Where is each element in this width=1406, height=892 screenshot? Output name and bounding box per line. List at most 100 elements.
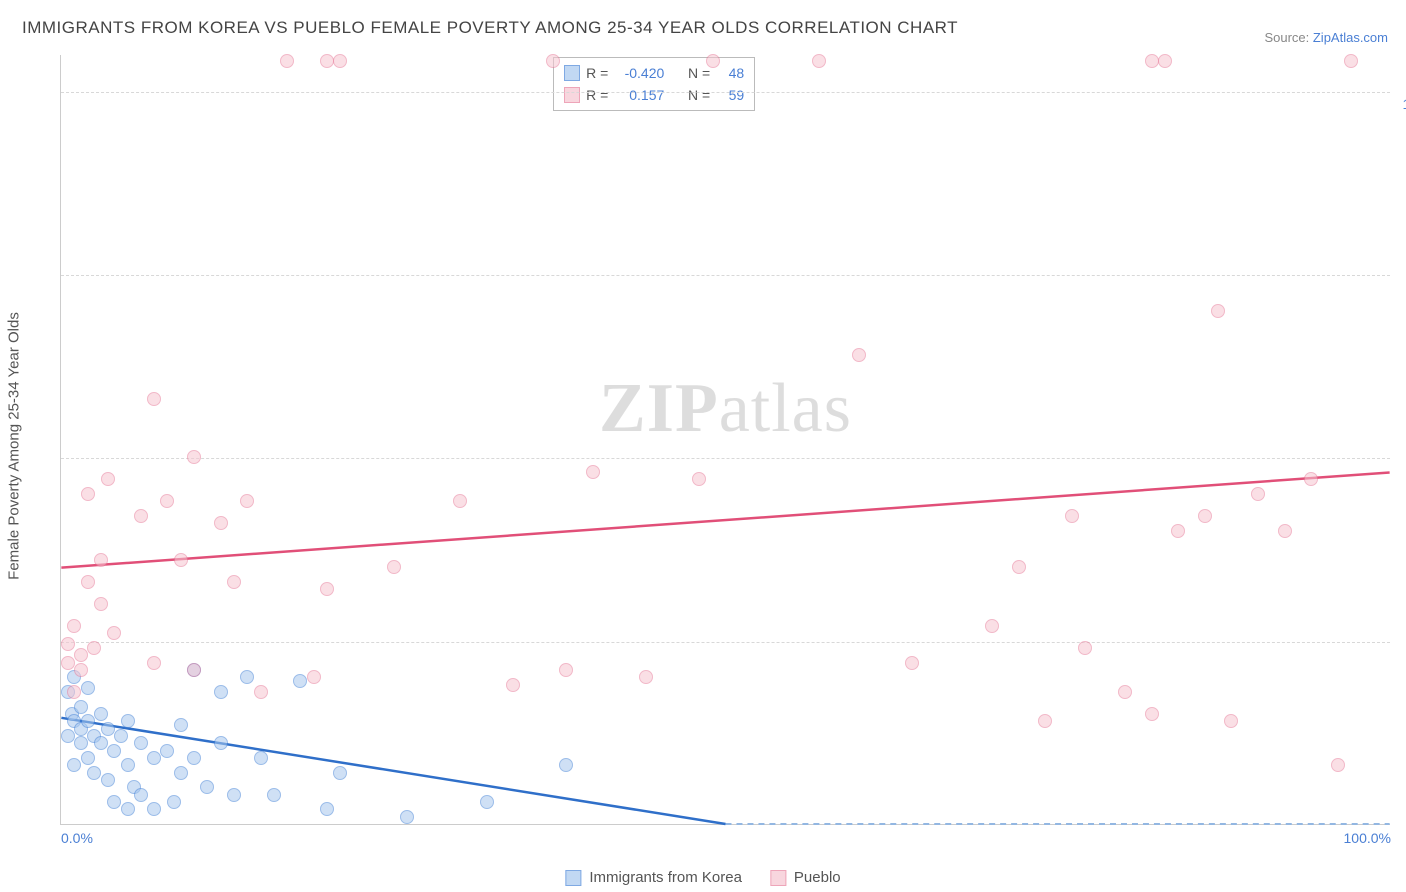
data-point (586, 465, 600, 479)
gridline (61, 92, 1390, 93)
source-link[interactable]: ZipAtlas.com (1313, 30, 1388, 45)
y-axis-label: Female Poverty Among 25-34 Year Olds (6, 312, 23, 580)
data-point (1198, 509, 1212, 523)
data-point (67, 685, 81, 699)
data-point (1065, 509, 1079, 523)
legend-item: Immigrants from Korea (565, 869, 742, 886)
data-point (87, 766, 101, 780)
data-point (1118, 685, 1132, 699)
data-point (174, 553, 188, 567)
data-point (559, 758, 573, 772)
data-point (546, 54, 560, 68)
data-point (67, 758, 81, 772)
data-point (1038, 714, 1052, 728)
data-point (1145, 54, 1159, 68)
data-point (61, 637, 75, 651)
legend-swatch (564, 87, 580, 103)
data-point (254, 685, 268, 699)
data-point (1344, 54, 1358, 68)
data-point (74, 736, 88, 750)
data-point (1158, 54, 1172, 68)
data-point (114, 729, 128, 743)
data-point (101, 773, 115, 787)
data-point (81, 681, 95, 695)
data-point (121, 802, 135, 816)
data-point (905, 656, 919, 670)
data-point (74, 648, 88, 662)
data-point (1078, 641, 1092, 655)
data-point (506, 678, 520, 692)
data-point (101, 472, 115, 486)
x-tick-label: 0.0% (61, 830, 93, 846)
data-point (200, 780, 214, 794)
y-tick-label: 25.0% (1395, 646, 1406, 662)
data-point (320, 582, 334, 596)
data-point (852, 348, 866, 362)
gridline (61, 458, 1390, 459)
data-point (101, 722, 115, 736)
watermark-bold: ZIP (599, 370, 719, 447)
data-point (134, 788, 148, 802)
data-point (94, 597, 108, 611)
data-point (227, 575, 241, 589)
data-point (1171, 524, 1185, 538)
data-point (147, 392, 161, 406)
data-point (214, 736, 228, 750)
data-point (1278, 524, 1292, 538)
data-point (160, 744, 174, 758)
data-point (81, 751, 95, 765)
data-point (1145, 707, 1159, 721)
y-tick-label: 50.0% (1395, 462, 1406, 478)
data-point (1211, 304, 1225, 318)
data-point (639, 670, 653, 684)
data-point (387, 560, 401, 574)
data-point (147, 656, 161, 670)
data-point (1224, 714, 1238, 728)
legend-item: Pueblo (770, 869, 841, 886)
x-tick-label: 100.0% (1344, 830, 1391, 846)
data-point (67, 619, 81, 633)
data-point (94, 707, 108, 721)
data-point (320, 54, 334, 68)
data-point (107, 795, 121, 809)
chart-title: IMMIGRANTS FROM KOREA VS PUEBLO FEMALE P… (22, 18, 958, 38)
data-point (692, 472, 706, 486)
series-legend: Immigrants from Korea Pueblo (565, 869, 840, 886)
data-point (240, 494, 254, 508)
data-point (559, 663, 573, 677)
legend-swatch (564, 65, 580, 81)
data-point (81, 575, 95, 589)
data-point (74, 663, 88, 677)
data-point (280, 54, 294, 68)
data-point (480, 795, 494, 809)
data-point (147, 751, 161, 765)
data-point (187, 751, 201, 765)
data-point (240, 670, 254, 684)
source-prefix: Source: (1264, 30, 1312, 45)
legend-swatch (565, 870, 581, 886)
data-point (812, 54, 826, 68)
data-point (320, 802, 334, 816)
data-point (254, 751, 268, 765)
y-tick-label: 75.0% (1395, 279, 1406, 295)
data-point (107, 626, 121, 640)
legend-label: Immigrants from Korea (589, 869, 742, 886)
data-point (160, 494, 174, 508)
data-point (94, 736, 108, 750)
data-point (333, 54, 347, 68)
data-point (187, 663, 201, 677)
data-point (1331, 758, 1345, 772)
data-point (147, 802, 161, 816)
gridline (61, 642, 1390, 643)
data-point (121, 714, 135, 728)
data-point (307, 670, 321, 684)
data-point (61, 729, 75, 743)
data-point (267, 788, 281, 802)
data-point (293, 674, 307, 688)
data-point (706, 54, 720, 68)
data-point (81, 487, 95, 501)
data-point (167, 795, 181, 809)
data-point (187, 450, 201, 464)
legend-swatch (770, 870, 786, 886)
watermark-rest: atlas (719, 370, 852, 447)
